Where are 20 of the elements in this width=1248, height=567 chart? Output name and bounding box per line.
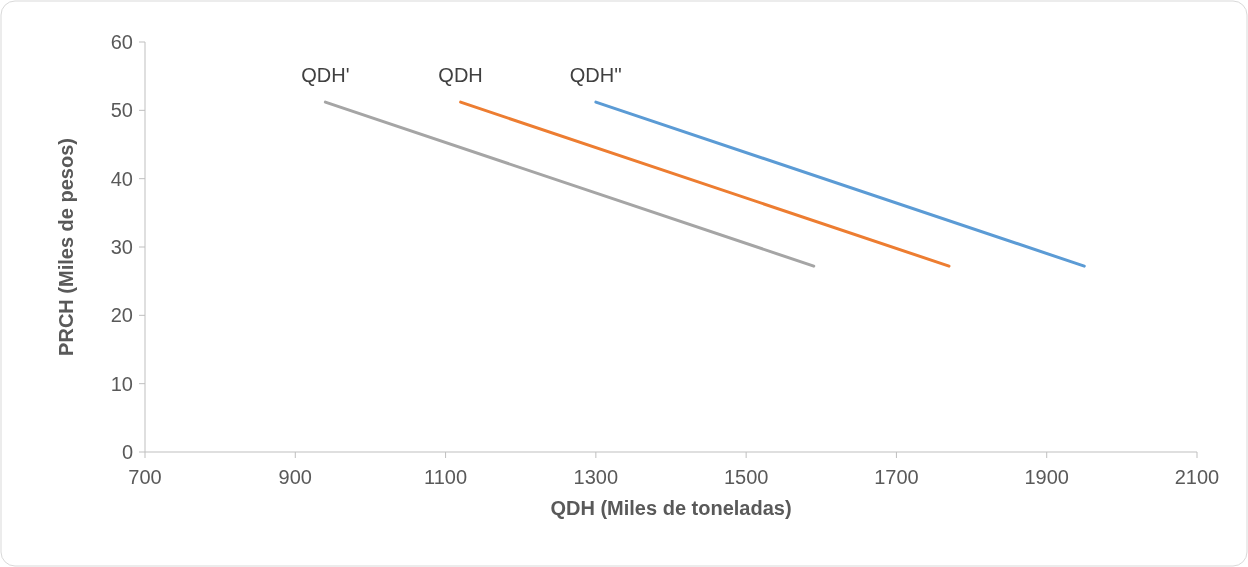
y-tick-label: 20 <box>110 304 133 327</box>
x-axis-title: QDH (Miles de toneladas) <box>550 497 792 519</box>
x-tick-label: 1100 <box>424 466 468 488</box>
series-label: QDH'' <box>569 64 622 87</box>
x-tick-label: 1300 <box>573 466 619 488</box>
x-tick-label: 700 <box>128 466 162 488</box>
y-tick-label: 10 <box>110 372 133 395</box>
x-tick-label: 1900 <box>1024 466 1069 488</box>
y-axis-title: PRCH (Miles de pesos) <box>55 138 77 356</box>
y-tick-label: 30 <box>110 236 133 258</box>
x-tick-label: 900 <box>278 466 312 488</box>
x-tick-label: 2100 <box>1174 466 1220 488</box>
x-tick-label: 1500 <box>723 466 769 488</box>
y-tick-label: 60 <box>110 31 133 53</box>
x-tick-label: 1700 <box>874 466 919 488</box>
y-tick-label: 0 <box>121 441 133 463</box>
series-label: QDH <box>438 64 483 87</box>
y-tick-label: 40 <box>110 167 133 190</box>
y-tick-label: 50 <box>110 99 133 122</box>
series-label: QDH' <box>301 64 350 87</box>
